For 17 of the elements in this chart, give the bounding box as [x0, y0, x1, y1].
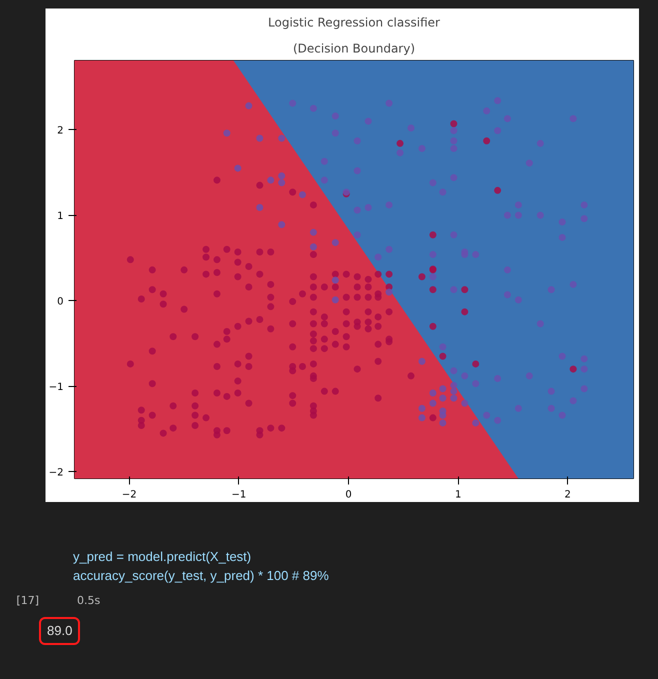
x-tick-label: 0 — [345, 490, 352, 500]
text: y_pred = model.predict(X_test) — [73, 549, 252, 564]
x-tick-label: 2 — [564, 490, 571, 500]
text: [17] — [15, 593, 39, 609]
x-tick-label: 1 — [454, 490, 462, 500]
outline-highlight: 89.0 — [39, 616, 80, 646]
chart-subtitle: (Decision Boundary) — [292, 42, 416, 56]
y-tick-label: −2 — [48, 468, 64, 479]
y-tick-label: 0 — [57, 296, 64, 308]
x-tick-label: −2 — [122, 490, 137, 500]
y-tick-label: −1 — [48, 382, 64, 394]
y-tick-label: 1 — [57, 211, 64, 222]
y-tick-label: 2 — [57, 126, 64, 137]
x-tick-label: −1 — [232, 490, 246, 500]
text: 0.5s — [77, 593, 100, 609]
text: accuracy_score(y_test, y_pred) * 100 # 89% — [73, 568, 329, 583]
chart-title: Logistic Regression classifier — [268, 16, 440, 30]
